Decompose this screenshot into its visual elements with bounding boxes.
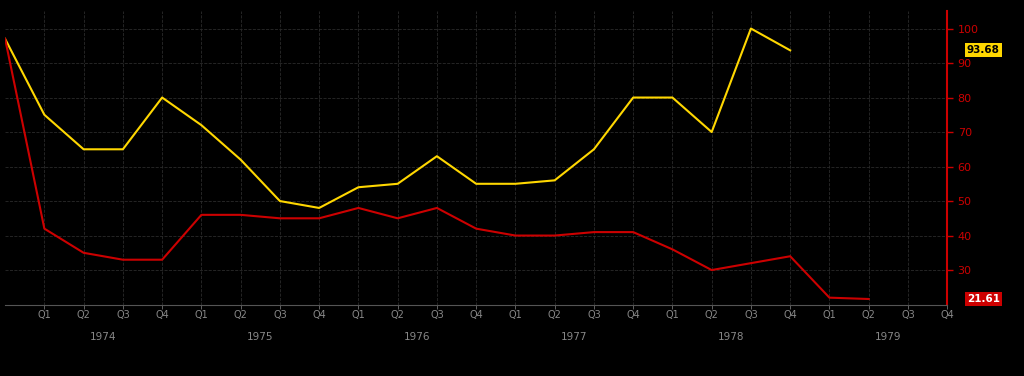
Text: 1979: 1979 bbox=[876, 332, 901, 342]
Text: 1976: 1976 bbox=[404, 332, 430, 342]
Text: 21.61: 21.61 bbox=[967, 294, 999, 304]
Text: 1975: 1975 bbox=[247, 332, 273, 342]
Text: 93.68: 93.68 bbox=[967, 45, 999, 55]
Text: 1974: 1974 bbox=[90, 332, 117, 342]
Text: 1977: 1977 bbox=[561, 332, 588, 342]
Text: 1978: 1978 bbox=[718, 332, 744, 342]
